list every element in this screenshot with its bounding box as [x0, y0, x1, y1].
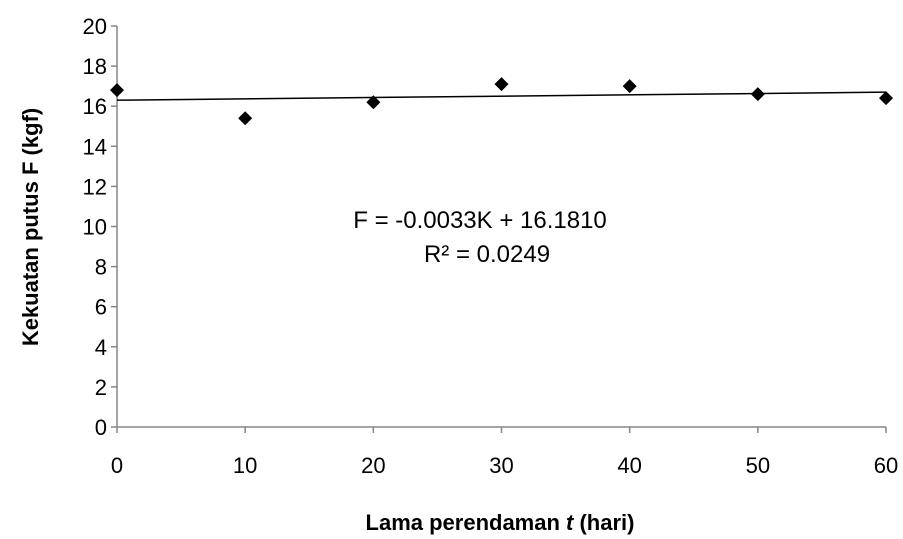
- y-tick-label: 4: [95, 335, 107, 360]
- y-tick-label: 6: [95, 295, 107, 320]
- x-tick-label: 40: [617, 453, 641, 478]
- y-tick-label: 20: [83, 14, 107, 39]
- x-tick-label: 50: [746, 453, 770, 478]
- y-axis-ticks: 0 2 4 6 8 10 12 14 16 18 20: [83, 14, 117, 440]
- y-axis-title: Kekuatan putus F (kgf): [18, 108, 43, 346]
- x-tick-label: 30: [489, 453, 513, 478]
- r-squared-label: R² = 0.0249: [424, 241, 550, 268]
- x-tick-label: 60: [874, 453, 898, 478]
- data-point: [879, 91, 893, 106]
- y-tick-label: 18: [83, 54, 107, 79]
- y-tick-label: 16: [83, 94, 107, 119]
- data-point: [750, 87, 765, 102]
- data-point: [366, 95, 381, 110]
- data-point: [110, 83, 124, 98]
- y-tick-label: 12: [83, 174, 107, 199]
- data-points: [110, 77, 893, 126]
- y-tick-label: 14: [83, 134, 107, 159]
- y-tick-label: 10: [83, 215, 107, 240]
- x-tick-label: 0: [111, 453, 123, 478]
- x-axis-ticks: 0 10 20 30 40 50 60: [111, 427, 898, 478]
- y-tick-label: 8: [95, 255, 107, 280]
- data-point: [622, 79, 637, 94]
- y-tick-label: 0: [95, 415, 107, 440]
- x-tick-label: 10: [233, 453, 257, 478]
- data-point: [238, 111, 253, 126]
- regression-equation: F = -0.0033K + 16.1810: [353, 207, 607, 234]
- trendline: [116, 91, 887, 101]
- y-tick-label: 2: [95, 375, 107, 400]
- x-tick-label: 20: [361, 453, 385, 478]
- data-point: [494, 77, 509, 92]
- x-axis-title: Lama perendaman t (hari): [366, 510, 635, 535]
